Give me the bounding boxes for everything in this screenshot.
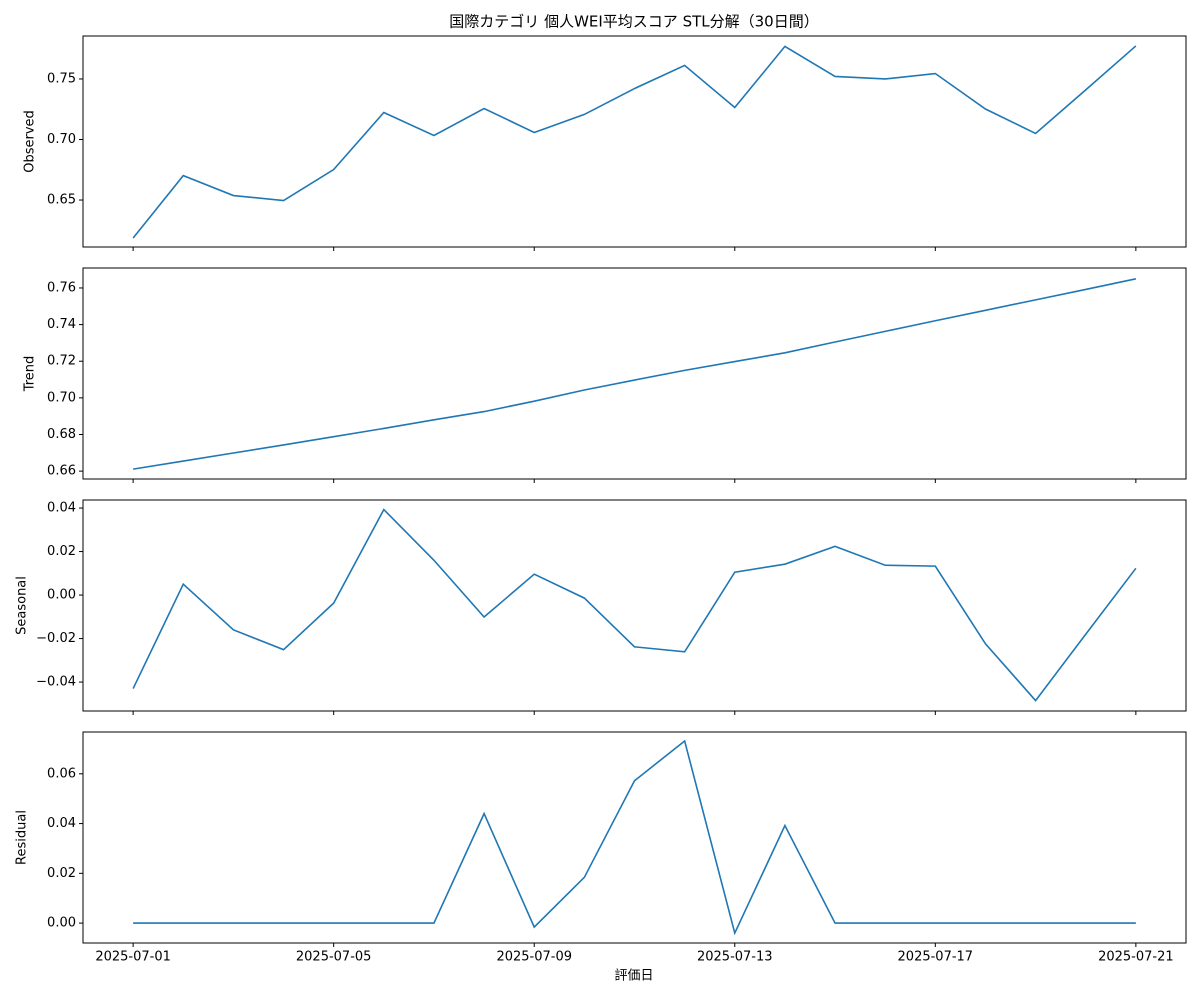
y-tick-label: 0.66 — [47, 464, 76, 479]
y-tick-label: 0.02 — [47, 866, 76, 881]
y-tick-label: 0.06 — [47, 766, 76, 781]
x-tick-label: 2025-07-21 — [1098, 950, 1174, 965]
y-tick-label: 0.65 — [47, 193, 76, 208]
line — [132, 45, 1137, 239]
y-tick-label: 0.00 — [47, 588, 76, 603]
x-tick-label: 2025-07-01 — [95, 950, 171, 965]
y-axis-label: Observed — [23, 110, 38, 173]
y-tick-label: 0.75 — [47, 71, 76, 86]
x-tick-label: 2025-07-13 — [697, 950, 773, 965]
y-tick-label: 0.74 — [47, 317, 76, 332]
y-tick-label: 0.02 — [47, 544, 76, 559]
axes-frame — [82, 267, 1187, 480]
y-tick-label: 0.04 — [47, 816, 76, 831]
y-tick-label: 0.72 — [47, 354, 76, 369]
y-axis-label: Residual — [15, 810, 30, 865]
y-tick-label: 0.70 — [47, 132, 76, 147]
y-axis-label: Trend — [23, 356, 38, 393]
x-axis-label: 評価日 — [614, 969, 653, 984]
y-tick-label: 0.00 — [47, 916, 76, 931]
y-tick-label: 0.68 — [47, 427, 76, 442]
x-tick-label: 2025-07-09 — [496, 950, 572, 965]
axes-frame — [82, 499, 1187, 712]
y-tick-label: 0.04 — [47, 501, 76, 516]
y-axis-label: Seasonal — [15, 576, 30, 635]
y-tick-label: 0.70 — [47, 390, 76, 405]
axes-frame — [82, 35, 1187, 248]
line — [132, 508, 1137, 702]
line — [133, 278, 1137, 470]
y-tick-label: −0.04 — [36, 675, 76, 690]
figure-title: 国際カテゴリ 個人WEI平均スコア STL分解（30日間） — [449, 13, 818, 31]
x-tick-label: 2025-07-17 — [898, 950, 974, 965]
x-tick-label: 2025-07-05 — [296, 950, 372, 965]
y-tick-label: 0.76 — [47, 280, 76, 295]
axes-frame — [82, 731, 1187, 944]
y-tick-label: −0.02 — [36, 631, 76, 646]
line — [133, 739, 1136, 936]
